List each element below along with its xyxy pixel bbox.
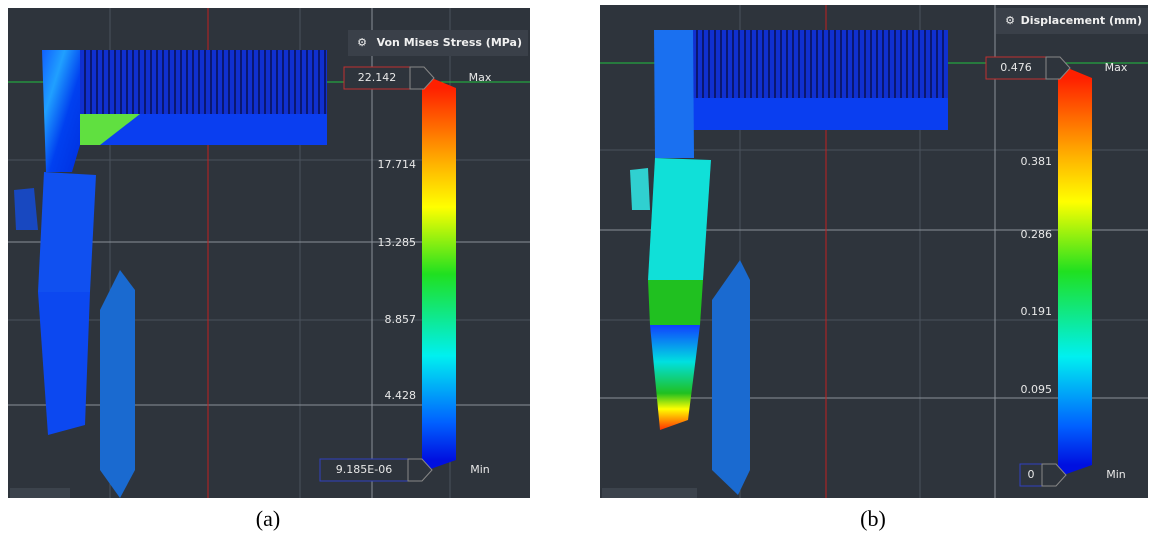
scale-label: 0.095: [1021, 383, 1053, 396]
caption: (b): [860, 506, 886, 531]
min-label: Min: [1106, 468, 1126, 481]
scale-label: 0.286: [1021, 228, 1053, 241]
color-bar: [1058, 78, 1092, 465]
scale-label: 0.381: [1021, 155, 1053, 168]
scale-label: 4.428: [385, 389, 417, 402]
color-bar: [422, 88, 456, 460]
max-label: Max: [469, 71, 492, 84]
caption: (a): [256, 506, 280, 531]
scale-label: 0.191: [1021, 305, 1053, 318]
scale-label: 13.285: [378, 236, 417, 249]
legend-title: Von Mises Stress (MPa): [377, 36, 522, 49]
figure: ⚙ Von Mises Stress (MPa) 22.142 Max 9.185E-0…: [0, 0, 1158, 535]
min-value: 0: [1028, 468, 1035, 481]
min-label: Min: [470, 463, 490, 476]
max-value: 0.476: [1000, 61, 1032, 74]
max-label: Max: [1105, 61, 1128, 74]
scale-label: 8.857: [385, 313, 417, 326]
page: {"panels": [ {"title": "Von Mises Stress…: [0, 0, 1158, 535]
min-value: 9.185E-06: [336, 463, 392, 476]
max-value: 22.142: [358, 71, 397, 84]
legend-title: Displacement (mm): [1021, 14, 1142, 27]
scale-label: 17.714: [378, 158, 417, 171]
settings-icon: ⚙: [357, 36, 367, 49]
settings-icon: ⚙: [1005, 14, 1015, 27]
